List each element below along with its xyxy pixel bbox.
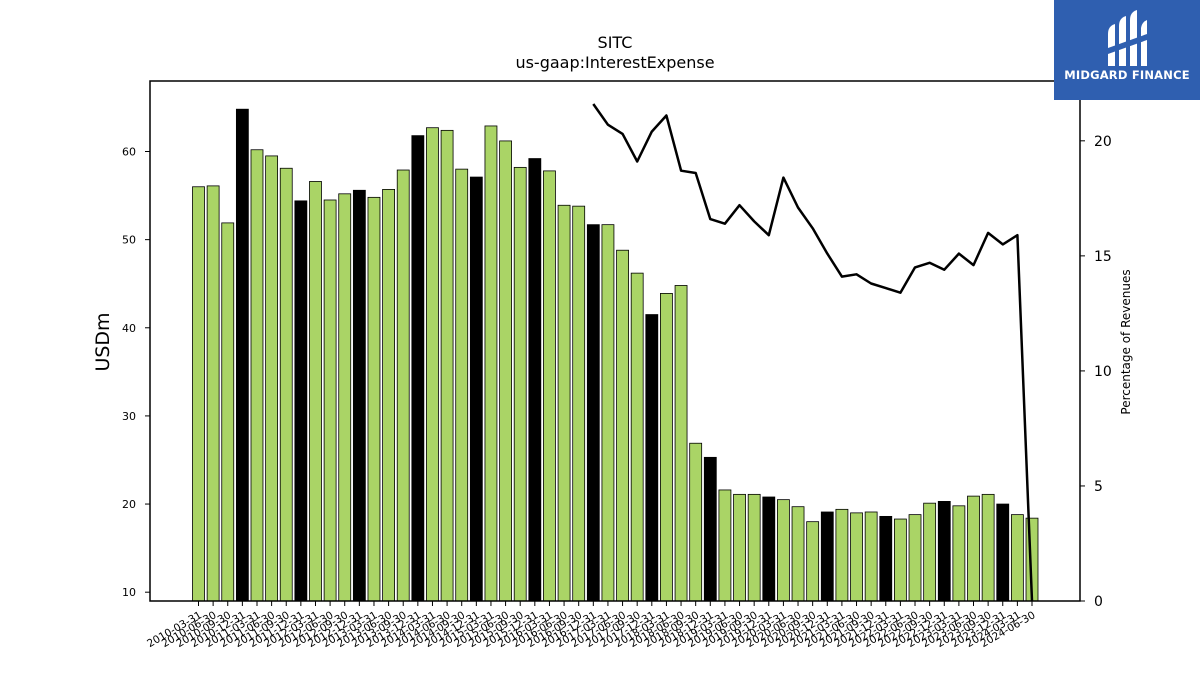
- plot-frame: [149, 80, 1081, 602]
- bar: [528, 158, 542, 602]
- bar: [499, 140, 512, 602]
- chart-subtitle: us-gaap:InterestExpense: [515, 53, 714, 72]
- bar: [440, 129, 454, 602]
- bar: [864, 511, 878, 602]
- bar-series: [192, 108, 1039, 602]
- bar: [689, 442, 703, 602]
- bar: [630, 272, 644, 602]
- bar: [820, 511, 834, 602]
- bar: [601, 224, 615, 602]
- bar: [908, 514, 922, 602]
- bar: [703, 456, 717, 602]
- y-tick-label: 30: [122, 410, 136, 423]
- bar: [192, 186, 205, 602]
- brand-logo: MIDGARD FINANCE: [1054, 0, 1200, 100]
- chart-title: SITC: [598, 33, 633, 52]
- y2-tick-label: 0: [1094, 594, 1103, 610]
- bar: [455, 168, 469, 602]
- y-tick-label: 50: [122, 234, 136, 247]
- y-tick-label: 40: [122, 322, 136, 335]
- bar: [1010, 514, 1024, 602]
- bar: [411, 135, 425, 602]
- bar: [572, 205, 586, 602]
- y-tick-label: 20: [122, 498, 136, 511]
- bar: [777, 499, 790, 602]
- bar: [996, 503, 1010, 602]
- y-axis-label: USDm: [92, 312, 114, 371]
- bar: [221, 222, 235, 602]
- bar: [469, 176, 483, 602]
- bar: [279, 167, 293, 602]
- bar: [265, 155, 279, 602]
- bar: [484, 125, 498, 602]
- y2-tick-label: 15: [1094, 249, 1112, 265]
- midgard-logo-icon: [1108, 10, 1147, 66]
- bar: [762, 496, 776, 602]
- bar: [981, 493, 995, 602]
- percentage-line: [592, 103, 1034, 602]
- bar: [937, 501, 951, 602]
- bar: [923, 502, 937, 602]
- bar: [294, 200, 308, 602]
- bar: [660, 293, 673, 602]
- bar: [206, 185, 220, 602]
- bar: [806, 521, 820, 602]
- bar: [352, 189, 366, 602]
- y2-tick-label: 20: [1094, 134, 1112, 150]
- bar: [396, 169, 410, 602]
- bar: [674, 285, 688, 602]
- y-tick-label: 10: [122, 586, 136, 599]
- bar: [586, 224, 600, 602]
- bar: [952, 505, 966, 602]
- bar: [747, 493, 761, 602]
- bar: [967, 495, 980, 602]
- bar: [543, 170, 556, 602]
- bar: [791, 506, 805, 602]
- bar: [382, 189, 395, 602]
- bar: [338, 193, 352, 602]
- bar: [235, 108, 249, 602]
- bar: [850, 512, 863, 602]
- bar: [367, 196, 381, 602]
- bar: [645, 314, 659, 602]
- y2-axis-label: Percentage of Revenues: [1119, 269, 1133, 414]
- bar: [835, 508, 849, 602]
- bar: [323, 199, 337, 602]
- bar: [879, 515, 893, 602]
- bar: [718, 489, 732, 602]
- brand-name: MIDGARD FINANCE: [1064, 68, 1190, 82]
- bar: [513, 166, 527, 602]
- bar: [426, 127, 439, 602]
- bar: [616, 249, 629, 602]
- bar: [557, 204, 571, 602]
- bar: [250, 149, 264, 602]
- line-series: [592, 103, 1034, 602]
- bar: [309, 181, 322, 602]
- y2-tick-label: 5: [1094, 479, 1103, 495]
- bar: [893, 518, 907, 602]
- bar: [733, 493, 746, 602]
- y-tick-label: 60: [122, 146, 136, 159]
- y2-tick-label: 10: [1094, 364, 1112, 380]
